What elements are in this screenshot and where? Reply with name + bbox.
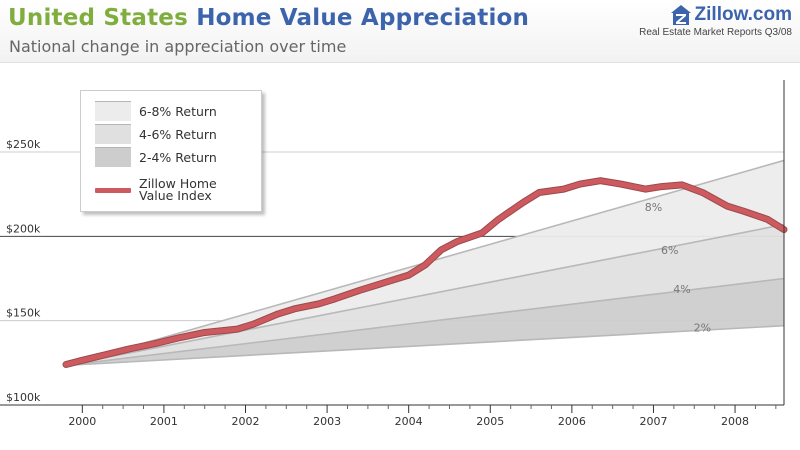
y-tick-label: $150k	[6, 307, 41, 320]
x-tick-label: 2008	[721, 415, 749, 428]
return-label-2pct: 2%	[694, 322, 711, 335]
title-part-country: United States	[8, 5, 188, 31]
x-tick-label: 2004	[395, 415, 423, 428]
y-tick-label: $250k	[6, 138, 41, 151]
legend-label-zhvi-line2: Value Index	[139, 188, 212, 203]
legend-swatch-6-8	[95, 101, 131, 121]
legend-line-zhvi	[95, 187, 131, 193]
header-band	[0, 0, 800, 63]
return-label-8pct: 8%	[645, 201, 662, 214]
legend-swatch-2-4	[95, 147, 131, 167]
legend: 6-8% Return 4-6% Return 2-4% Return Zill…	[80, 90, 262, 212]
x-tick-label: 2000	[68, 415, 96, 428]
title-part-topic: Home Value Appreciation	[196, 5, 530, 31]
x-tick-label: 2006	[558, 415, 586, 428]
legend-item-4-6: 4-6% Return	[95, 124, 217, 144]
zillow-house-z-icon	[670, 5, 691, 25]
legend-label-zhvi: Zillow Home Value Index	[139, 176, 217, 203]
return-label-6pct: 6%	[661, 244, 678, 257]
return-line-2pct	[65, 324, 785, 367]
legend-item-6-8: 6-8% Return	[95, 101, 217, 121]
legend-label-2-4: 2-4% Return	[139, 149, 217, 165]
legend-item-2-4: 2-4% Return	[95, 147, 217, 167]
legend-item-zhvi: Zillow Home Value Index	[95, 176, 217, 203]
x-tick-label: 2001	[150, 415, 178, 428]
logo-text: Zillow.com	[694, 4, 792, 25]
chart-subtitle: National change in appreciation over tim…	[9, 37, 347, 56]
report-label: Real Estate Market Reports Q3/08	[639, 27, 792, 38]
return-label-4pct: 4%	[673, 283, 690, 296]
x-tick-label: 2002	[232, 415, 260, 428]
x-tick-label: 2005	[476, 415, 504, 428]
chart-title: United States Home Value Appreciation	[8, 5, 529, 31]
legend-swatch-4-6	[95, 124, 131, 144]
zhvi-line	[63, 178, 787, 368]
y-tick-label: $100k	[6, 391, 41, 404]
return-line-6pct	[65, 223, 785, 367]
legend-label-6-8: 6-8% Return	[139, 103, 217, 119]
return-line-4pct	[65, 277, 785, 367]
legend-label-zhvi-line1: Zillow Home	[139, 176, 217, 191]
x-tick-label: 2007	[639, 415, 667, 428]
y-tick-label: $200k	[6, 222, 41, 235]
x-tick-label: 2003	[313, 415, 341, 428]
zillow-logo[interactable]: Zillow.com Real Estate Market Reports Q3…	[639, 4, 792, 38]
legend-label-4-6: 4-6% Return	[139, 126, 217, 142]
